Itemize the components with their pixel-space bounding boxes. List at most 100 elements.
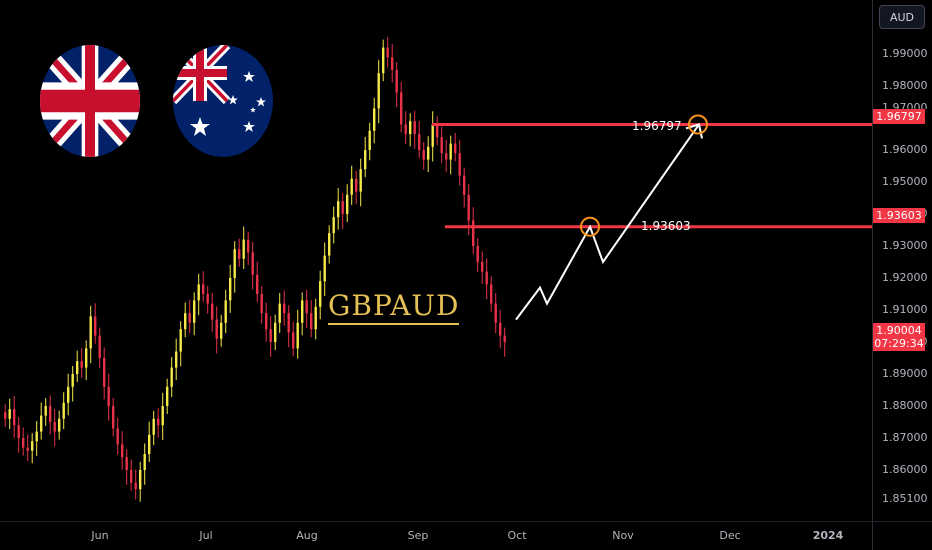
candle-body	[76, 361, 79, 374]
candle-body	[197, 284, 200, 301]
level-tag-upper: 1.96797	[873, 109, 925, 124]
candle-body	[71, 374, 74, 387]
price-tick: 1.85100	[882, 492, 928, 505]
candle-body	[260, 294, 263, 314]
candle-body	[233, 249, 236, 278]
price-tick: 1.89000	[882, 367, 928, 380]
candle-body	[134, 482, 137, 490]
candle-body	[391, 57, 394, 70]
time-tick: Nov	[612, 529, 634, 542]
candle-body	[80, 361, 83, 368]
candle-body	[85, 348, 88, 368]
candle-body	[355, 178, 358, 192]
candle-body	[4, 412, 7, 419]
candle-body	[445, 153, 448, 160]
candle-body	[413, 121, 416, 134]
price-tick: 1.86000	[882, 463, 928, 476]
candle-body	[112, 406, 115, 429]
candle-body	[395, 70, 398, 93]
price-tick: 1.95000	[882, 175, 928, 188]
candle-body	[269, 329, 272, 342]
candle-body	[8, 409, 11, 419]
level-touch-marker	[580, 216, 600, 237]
candle-body	[319, 281, 322, 307]
candle-body	[98, 335, 101, 358]
candle-body	[485, 271, 488, 285]
candle-body	[256, 274, 259, 294]
candle-body	[274, 322, 277, 342]
candle-body	[13, 409, 16, 426]
candle-body	[116, 428, 119, 445]
candle-body	[17, 425, 20, 438]
price-tick: 1.98000	[882, 79, 928, 92]
candle-body	[499, 322, 502, 336]
time-tick: Jun	[91, 529, 109, 542]
candle-body	[40, 415, 43, 432]
candle-body	[202, 284, 205, 294]
candle-body	[431, 124, 434, 147]
candle-body	[458, 153, 461, 176]
candle-body	[184, 313, 187, 330]
australia-flag-icon	[173, 45, 273, 157]
candle-body	[67, 386, 70, 403]
price-tick: 1.88000	[882, 399, 928, 412]
price-tick: 1.92000	[882, 271, 928, 284]
candle-body	[310, 313, 313, 330]
candle-body	[332, 217, 335, 234]
candle-body	[94, 316, 97, 336]
candle-body	[337, 201, 340, 218]
candle-body	[301, 300, 304, 323]
candle-body	[314, 306, 317, 330]
candles-group	[4, 37, 506, 502]
candle-body	[121, 444, 124, 458]
candle-body	[503, 335, 506, 342]
candle-body	[287, 313, 290, 333]
time-tick: Dec	[719, 529, 741, 542]
candle-body	[283, 303, 286, 314]
candle-body	[404, 124, 407, 134]
price-chart[interactable]	[0, 0, 872, 522]
candle-body	[265, 313, 268, 330]
candle-body	[463, 175, 466, 195]
candle-body	[346, 194, 349, 214]
candle-body	[224, 300, 227, 323]
candle-body	[31, 441, 34, 451]
candle-body	[161, 406, 164, 426]
currency-badge[interactable]: AUD	[879, 5, 925, 29]
candle-body	[278, 303, 281, 323]
candle-body	[49, 406, 52, 422]
candle-body	[170, 367, 173, 387]
candle-body	[427, 146, 430, 160]
candle-body	[373, 108, 376, 131]
candle-body	[103, 358, 106, 387]
price-tick: 1.97000	[882, 101, 928, 109]
candle-body	[175, 351, 178, 368]
candle-body	[89, 316, 92, 349]
candle-body	[382, 47, 385, 74]
time-tick: Oct	[507, 529, 527, 542]
candle-body	[179, 329, 182, 352]
level-tag-lower: 1.93603	[873, 208, 925, 223]
candle-body	[409, 121, 412, 134]
candle-body	[242, 239, 245, 259]
candle-body	[476, 246, 479, 262]
projection-group	[515, 114, 708, 321]
price-tick: 1.93000	[882, 239, 928, 252]
candle-body	[364, 150, 367, 170]
candle-body	[188, 313, 191, 323]
symbol-title: GBPAUD	[328, 289, 460, 325]
candle-body	[22, 438, 25, 448]
candle-body	[166, 386, 169, 406]
price-tick: 1.99000	[882, 47, 928, 60]
candle-body	[238, 249, 241, 259]
candle-body	[206, 294, 209, 304]
candle-body	[305, 300, 308, 314]
candle-body	[422, 150, 425, 160]
price-tick: 1.91000	[882, 303, 928, 316]
candle-body	[400, 92, 403, 125]
time-tick: Aug	[296, 529, 318, 542]
candle-body	[215, 319, 218, 339]
candle-body	[292, 332, 295, 349]
candle-body	[467, 194, 470, 221]
